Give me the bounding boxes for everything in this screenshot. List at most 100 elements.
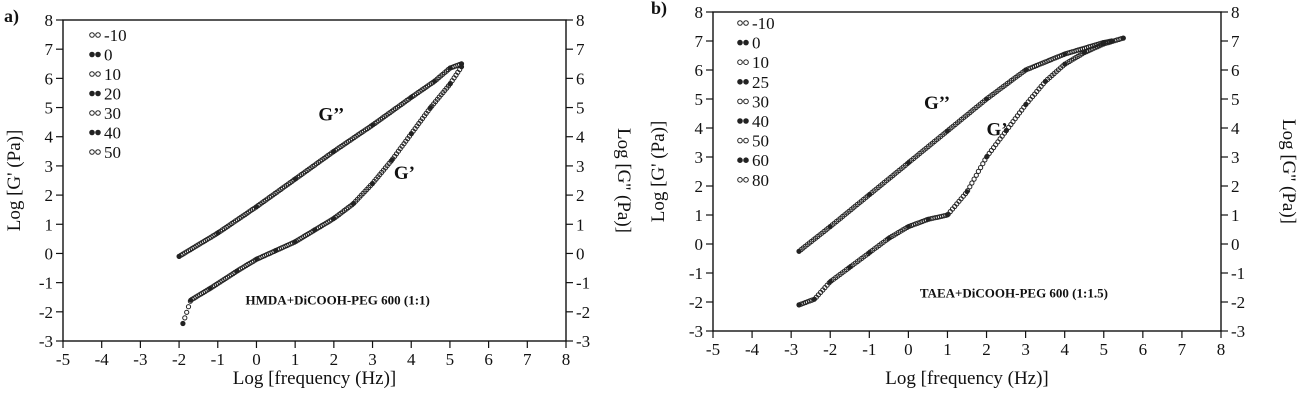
legend-label: 50 bbox=[104, 143, 121, 162]
chart-a-svg: a)-5 -4 -3 -2 -1 0 1 2 3 4 5 6 7 8-3 -3-2 -2-1 -10 01 12 23… bbox=[4, 6, 634, 389]
plot-frame bbox=[62, 19, 567, 342]
data-point bbox=[866, 192, 872, 198]
data-point bbox=[866, 250, 872, 256]
data-series-g-prime bbox=[796, 35, 1126, 308]
y-tick-label-left: 4 bbox=[695, 119, 704, 138]
data-point bbox=[886, 235, 892, 241]
y-tick-label-left: -1 bbox=[39, 274, 53, 293]
x-tick-label: 3 bbox=[1021, 340, 1030, 359]
x-tick-label: 4 bbox=[1060, 340, 1069, 359]
data-point bbox=[1023, 102, 1028, 108]
data-point bbox=[1062, 61, 1068, 67]
y-tick-label-left: -3 bbox=[39, 332, 53, 351]
y-axis-title-right: Log [G'' (Pa)] bbox=[1278, 119, 1299, 224]
legend-label: 30 bbox=[104, 104, 121, 123]
y-tick-label-left: -1 bbox=[689, 264, 703, 283]
y-tick-label-left: 8 bbox=[45, 11, 54, 30]
legend-label: 25 bbox=[752, 73, 769, 92]
x-tick-label: 1 bbox=[291, 350, 300, 369]
x-tick-label: 8 bbox=[562, 350, 571, 369]
data-point bbox=[188, 297, 194, 303]
x-tick-label: 7 bbox=[1178, 340, 1187, 359]
data-point bbox=[964, 189, 970, 195]
x-tick-label: -5 bbox=[706, 340, 720, 359]
legend-label: 0 bbox=[752, 34, 761, 53]
x-tick-label: 5 bbox=[446, 350, 455, 369]
y-tick-label-left: 6 bbox=[45, 69, 54, 88]
data-point bbox=[980, 161, 986, 167]
data-point bbox=[945, 128, 950, 134]
legend-marker bbox=[89, 149, 95, 155]
data-point bbox=[984, 96, 989, 102]
y-tick-label-left: 2 bbox=[45, 186, 54, 205]
data-point bbox=[459, 64, 464, 70]
legend-marker bbox=[737, 20, 743, 26]
chart-b-svg: b)-5 -4 -3 -2 -1 0 1 2 3 4 5 6 7 8-3 -3-2 -2-1 -10 01 12 23… bbox=[648, 0, 1299, 389]
data-point bbox=[273, 248, 279, 253]
legend-label: 40 bbox=[104, 124, 121, 143]
data-point bbox=[254, 204, 259, 210]
y-tick-label-left: -2 bbox=[689, 293, 703, 312]
y-tick-label-right: -2 bbox=[1231, 293, 1245, 312]
y-tick-label-right: 1 bbox=[576, 215, 585, 234]
y-tick-label-left: 7 bbox=[695, 32, 704, 51]
data-point bbox=[827, 279, 833, 285]
legend-marker bbox=[95, 51, 101, 58]
g-double-prime-label: G’’ bbox=[318, 105, 344, 126]
data-point bbox=[312, 227, 317, 233]
legend-marker bbox=[737, 98, 743, 105]
x-tick-label: -3 bbox=[133, 350, 147, 369]
legend-label: 10 bbox=[104, 65, 121, 84]
data-point bbox=[906, 160, 911, 166]
y-tick-label-right: -1 bbox=[1231, 264, 1245, 283]
y-axis-title-right: Log [G'' (Pa)] bbox=[613, 128, 634, 233]
legend-marker bbox=[95, 110, 101, 116]
data-point bbox=[408, 131, 414, 137]
legend-marker bbox=[89, 71, 95, 77]
data-point bbox=[1081, 50, 1087, 55]
y-tick-label-left: 1 bbox=[695, 206, 704, 225]
data-series-g-double-prime bbox=[176, 61, 465, 259]
legend-marker bbox=[737, 137, 743, 144]
data-point bbox=[967, 184, 973, 190]
data-point bbox=[215, 230, 221, 236]
legend-marker bbox=[89, 32, 95, 38]
y-tick-label-left: -3 bbox=[689, 322, 703, 341]
data-point bbox=[180, 321, 186, 326]
x-tick-label: -4 bbox=[745, 340, 760, 359]
data-point bbox=[906, 224, 911, 230]
x-axis-title: Log [frequency (Hz)] bbox=[233, 368, 397, 389]
chart-panel-a: a) -5 -4 -3 -2 -1 0 1 2 3 4 5 6 7 8 -3 -3 -2 -2 -1 -1 0 0 1 1 2 2 3… bbox=[0, 0, 640, 402]
legend-label: 50 bbox=[752, 132, 769, 151]
chart-panel-b: b) -5 -4 -3 -2 -1 0 1 2 3 4 5 6 7 8 -3 -3 -2 -2 -1 -1 0 0 1 1 2 2 3… bbox=[648, 0, 1299, 402]
y-tick-label-right: 7 bbox=[1231, 32, 1240, 51]
legend-marker bbox=[743, 98, 749, 105]
data-point bbox=[971, 176, 977, 182]
y-tick-label-right: -3 bbox=[576, 332, 590, 351]
y-tick-label-right: 8 bbox=[576, 11, 585, 30]
data-point bbox=[292, 176, 298, 182]
x-tick-label: 6 bbox=[484, 350, 493, 369]
legend-marker bbox=[89, 51, 95, 58]
data-point bbox=[234, 268, 240, 274]
legend-marker bbox=[89, 110, 95, 116]
y-tick-label-left: 6 bbox=[695, 61, 704, 80]
legend-marker bbox=[95, 90, 101, 97]
g-double-prime-label: G’’ bbox=[924, 93, 950, 114]
data-point bbox=[176, 254, 182, 259]
y-tick-label-right: 2 bbox=[1231, 177, 1240, 196]
y-tick-label-right: 8 bbox=[1231, 3, 1240, 22]
y-tick-label-right: 4 bbox=[576, 128, 585, 147]
x-tick-label: 2 bbox=[330, 350, 339, 369]
y-axis-title-left: Log [G' (Pa)] bbox=[648, 121, 669, 223]
x-tick-label: -4 bbox=[95, 350, 110, 369]
x-tick-label: 3 bbox=[368, 350, 377, 369]
data-point bbox=[812, 296, 817, 302]
x-tick-label: 0 bbox=[904, 340, 913, 359]
data-point bbox=[331, 148, 337, 154]
legend-marker bbox=[95, 71, 101, 77]
y-tick-label-left: 8 bbox=[695, 3, 704, 22]
data-point bbox=[254, 256, 259, 262]
data-point bbox=[447, 81, 453, 87]
